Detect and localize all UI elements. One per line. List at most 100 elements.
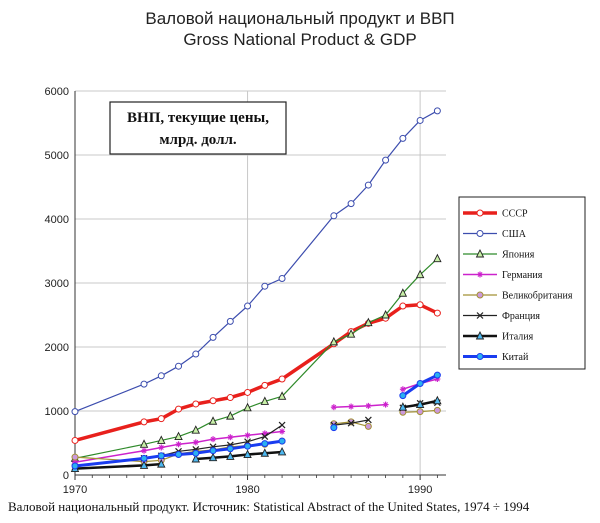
y-tick-label: 3000 <box>45 278 69 290</box>
y-tick-label: 2000 <box>45 342 69 354</box>
data-point-ussr <box>71 436 79 444</box>
data-point-usa <box>209 333 217 341</box>
y-tick-label: 6000 <box>45 86 69 98</box>
legend: СССР США Япония Германия Великобритания Франц… <box>458 196 586 370</box>
legend-label-china: Китай <box>502 352 529 363</box>
data-point-france <box>364 416 372 424</box>
chart-title: Валовой национальный продукт и ВВП <box>145 9 455 28</box>
series-usa <box>71 107 441 416</box>
data-point-china <box>416 379 424 387</box>
legend-item-usa: США <box>463 229 527 240</box>
legend-marker-italy <box>475 330 485 340</box>
data-point-italy <box>191 453 201 463</box>
plot-series <box>70 107 442 473</box>
data-point-germany <box>141 447 148 454</box>
marker-stroke <box>158 445 164 450</box>
data-point-ussr <box>416 301 424 309</box>
series-germany <box>72 376 441 466</box>
legend-label-france: Франция <box>502 311 540 322</box>
marker-stroke <box>476 312 484 319</box>
legend-marker-germany <box>477 271 483 278</box>
data-point-germany <box>348 403 355 410</box>
chart-subtitle: Gross National Product & GDP <box>183 30 417 49</box>
marker-stroke <box>141 448 147 454</box>
data-point-italy <box>398 402 408 411</box>
data-point-japan <box>208 416 218 425</box>
data-point-germany <box>399 386 406 393</box>
data-point-germany <box>382 401 389 408</box>
data-point-usa <box>140 380 148 388</box>
y-tick-label: 0 <box>63 470 69 482</box>
data-point-china <box>244 442 252 450</box>
data-point-ussr <box>244 388 252 396</box>
data-point-germany <box>365 402 372 409</box>
data-point-uk <box>364 422 372 430</box>
marker-stroke <box>278 421 286 429</box>
data-point-japan <box>329 336 339 346</box>
data-point-usa <box>416 116 424 124</box>
data-point-japan <box>364 317 373 327</box>
series-ussr <box>71 301 441 444</box>
legend-label-ussr: СССР <box>502 209 528 220</box>
data-point-uk <box>71 453 79 461</box>
tick-labels: 0 1000 2000 3000 4000 5000 6000 1970 1980 1990 <box>45 86 433 496</box>
data-point-italy <box>226 451 235 460</box>
data-point-ussr <box>209 397 217 405</box>
data-point-japan <box>243 402 252 412</box>
series-line-china <box>74 439 283 468</box>
marker-stroke <box>227 434 233 440</box>
data-point-italy <box>260 448 270 457</box>
legend-item-china: Китай <box>463 352 529 363</box>
marker-stroke <box>261 433 269 441</box>
legend-label-germany: Германия <box>502 270 543 281</box>
marker-stroke <box>400 386 406 392</box>
data-point-germany <box>192 439 199 446</box>
data-point-usa <box>364 181 372 189</box>
legend-frame <box>458 196 586 370</box>
x-tick-label: 1980 <box>235 484 259 496</box>
data-point-usa <box>399 134 407 142</box>
annotation-text: ВНП, текущие цены, <box>127 110 269 126</box>
data-point-china <box>261 440 269 448</box>
series-uk <box>71 406 441 466</box>
data-point-usa <box>347 200 355 208</box>
series-china <box>71 371 441 470</box>
data-point-china <box>226 445 234 453</box>
data-point-italy <box>157 459 166 468</box>
data-point-china <box>140 454 148 462</box>
data-point-japan <box>433 253 442 263</box>
data-point-usa <box>261 282 269 290</box>
data-point-italy <box>243 449 252 458</box>
legend-item-japan: Япония <box>463 248 535 261</box>
marker-stroke <box>364 416 372 424</box>
data-point-italy <box>208 452 218 462</box>
legend-marker-usa <box>476 230 484 237</box>
data-point-japan <box>226 411 235 420</box>
x-tick-label: 1970 <box>63 484 87 496</box>
data-point-germany <box>279 428 286 435</box>
data-point-usa <box>226 317 234 325</box>
data-point-japan <box>191 425 201 434</box>
source-note: Валовой национальный продукт. Источник: … <box>8 499 530 514</box>
data-point-usa <box>433 107 441 115</box>
data-point-italy <box>277 446 287 456</box>
annotation-frame <box>109 101 287 155</box>
marker-stroke <box>210 436 216 442</box>
legend-item-uk: Великобритания <box>463 291 573 302</box>
x-tick-label: 1990 <box>408 484 432 496</box>
series-japan <box>70 253 442 462</box>
data-point-uk <box>433 406 441 414</box>
data-point-china <box>330 424 338 432</box>
legend-label-uk: Великобритания <box>502 291 573 302</box>
data-point-usa <box>330 212 338 220</box>
series-line-japan <box>74 258 438 459</box>
y-tick-label: 5000 <box>45 150 69 162</box>
marker-stroke <box>365 403 371 409</box>
data-point-japan <box>157 435 166 444</box>
legend-label-japan: Япония <box>502 250 535 261</box>
data-point-germany <box>330 404 337 411</box>
data-point-france <box>261 433 269 441</box>
data-point-italy <box>139 460 149 469</box>
legend-marker-japan <box>475 248 485 258</box>
